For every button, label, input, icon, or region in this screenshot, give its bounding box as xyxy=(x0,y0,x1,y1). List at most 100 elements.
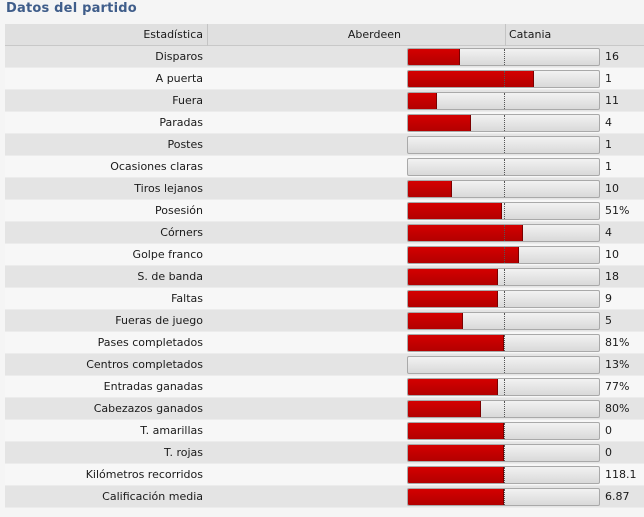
midline-marker xyxy=(504,467,505,483)
midline-marker xyxy=(504,379,505,395)
midline-marker xyxy=(504,335,505,351)
stat-label: Golpe franco xyxy=(132,248,203,261)
comparison-bar xyxy=(407,422,600,440)
comparison-bar xyxy=(407,136,600,154)
home-share-fill xyxy=(408,49,460,65)
away-value: 10 xyxy=(605,248,619,261)
home-share-fill xyxy=(408,445,504,461)
midline-marker xyxy=(504,49,505,65)
table-row: Pases completados80%81% xyxy=(5,332,644,354)
table-row: Postes01 xyxy=(5,134,644,156)
home-share-fill xyxy=(408,225,523,241)
home-share-fill xyxy=(408,247,519,263)
table-row: T. amarillas00 xyxy=(5,420,644,442)
table-row: Disparos616 xyxy=(5,46,644,68)
stat-label: Posesión xyxy=(155,204,203,217)
home-share-fill xyxy=(408,203,502,219)
stat-label: Córners xyxy=(160,226,203,239)
table-row: Cabezazos ganados50%80% xyxy=(5,398,644,420)
away-value: 1 xyxy=(605,72,612,85)
comparison-bar xyxy=(407,224,600,242)
stat-label: T. rojas xyxy=(164,446,203,459)
stat-label: Fuera xyxy=(172,94,203,107)
home-share-fill xyxy=(408,467,504,483)
stat-label: Faltas xyxy=(171,292,203,305)
stat-label: Fueras de juego xyxy=(115,314,203,327)
midline-marker xyxy=(504,357,505,373)
midline-marker xyxy=(504,401,505,417)
column-divider xyxy=(207,24,208,46)
stat-label: Postes xyxy=(167,138,203,151)
midline-marker xyxy=(504,291,505,307)
table-row: T. rojas00 xyxy=(5,442,644,464)
stat-label: Paradas xyxy=(159,116,203,129)
stat-label: Kilómetros recorridos xyxy=(85,468,203,481)
table-row: Paradas24 xyxy=(5,112,644,134)
away-value: 6.87 xyxy=(605,490,630,503)
home-share-fill xyxy=(408,93,437,109)
away-value: 13% xyxy=(605,358,630,371)
page-title: Datos del partido xyxy=(6,1,137,16)
comparison-bar xyxy=(407,70,600,88)
midline-marker xyxy=(504,181,505,197)
away-value: 16 xyxy=(605,50,619,63)
table-row: Ocasiones claras01 xyxy=(5,156,644,178)
home-share-fill xyxy=(408,313,464,329)
table-row: Centros completados0%13% xyxy=(5,354,644,376)
midline-marker xyxy=(504,71,505,87)
table-header: Estadística Aberdeen Catania xyxy=(5,24,644,46)
away-value: 10 xyxy=(605,182,619,195)
stat-label: S. de banda xyxy=(137,270,203,283)
table-row: Faltas89 xyxy=(5,288,644,310)
away-value: 18 xyxy=(605,270,619,283)
away-value: 118.1 xyxy=(605,468,637,481)
comparison-bar xyxy=(407,488,600,506)
home-share-fill xyxy=(408,115,472,131)
home-share-fill xyxy=(408,269,498,285)
midline-marker xyxy=(504,313,505,329)
away-value: 1 xyxy=(605,160,612,173)
table-row: Fuera211 xyxy=(5,90,644,112)
midline-marker xyxy=(504,159,505,175)
comparison-bar xyxy=(407,92,600,110)
away-value: 80% xyxy=(605,402,630,415)
table-row: A puerta21 xyxy=(5,68,644,90)
midline-marker xyxy=(504,445,505,461)
midline-marker xyxy=(504,423,505,439)
stat-label: Ocasiones claras xyxy=(110,160,203,173)
comparison-bar xyxy=(407,400,600,418)
home-share-fill xyxy=(408,181,452,197)
table-row: Golpe franco1410 xyxy=(5,244,644,266)
comparison-bar xyxy=(407,268,600,286)
midline-marker xyxy=(504,225,505,241)
away-value: 4 xyxy=(605,226,612,239)
stat-label: Tiros lejanos xyxy=(134,182,203,195)
stat-label: Pases completados xyxy=(97,336,203,349)
table-row: Entradas ganadas67%77% xyxy=(5,376,644,398)
away-value: 4 xyxy=(605,116,612,129)
stat-label: Calificación media xyxy=(102,490,203,503)
home-share-fill xyxy=(408,489,504,505)
stat-label: Centros completados xyxy=(86,358,203,371)
comparison-bar xyxy=(407,246,600,264)
comparison-bar xyxy=(407,334,600,352)
stat-column-header[interactable]: Estadística xyxy=(143,28,203,41)
midline-marker xyxy=(504,489,505,505)
comparison-bar xyxy=(407,202,600,220)
comparison-bar xyxy=(407,114,600,132)
comparison-bar xyxy=(407,444,600,462)
home-team-header: Aberdeen xyxy=(347,28,401,41)
comparison-bar xyxy=(407,290,600,308)
away-value: 51% xyxy=(605,204,630,217)
midline-marker xyxy=(504,247,505,263)
midline-marker xyxy=(504,269,505,285)
stat-label: Cabezazos ganados xyxy=(93,402,203,415)
home-share-fill xyxy=(408,335,504,351)
comparison-bar xyxy=(407,356,600,374)
comparison-bar xyxy=(407,180,600,198)
midline-marker xyxy=(504,203,505,219)
midline-marker xyxy=(504,137,505,153)
stat-label: T. amarillas xyxy=(140,424,203,437)
midline-marker xyxy=(504,93,505,109)
